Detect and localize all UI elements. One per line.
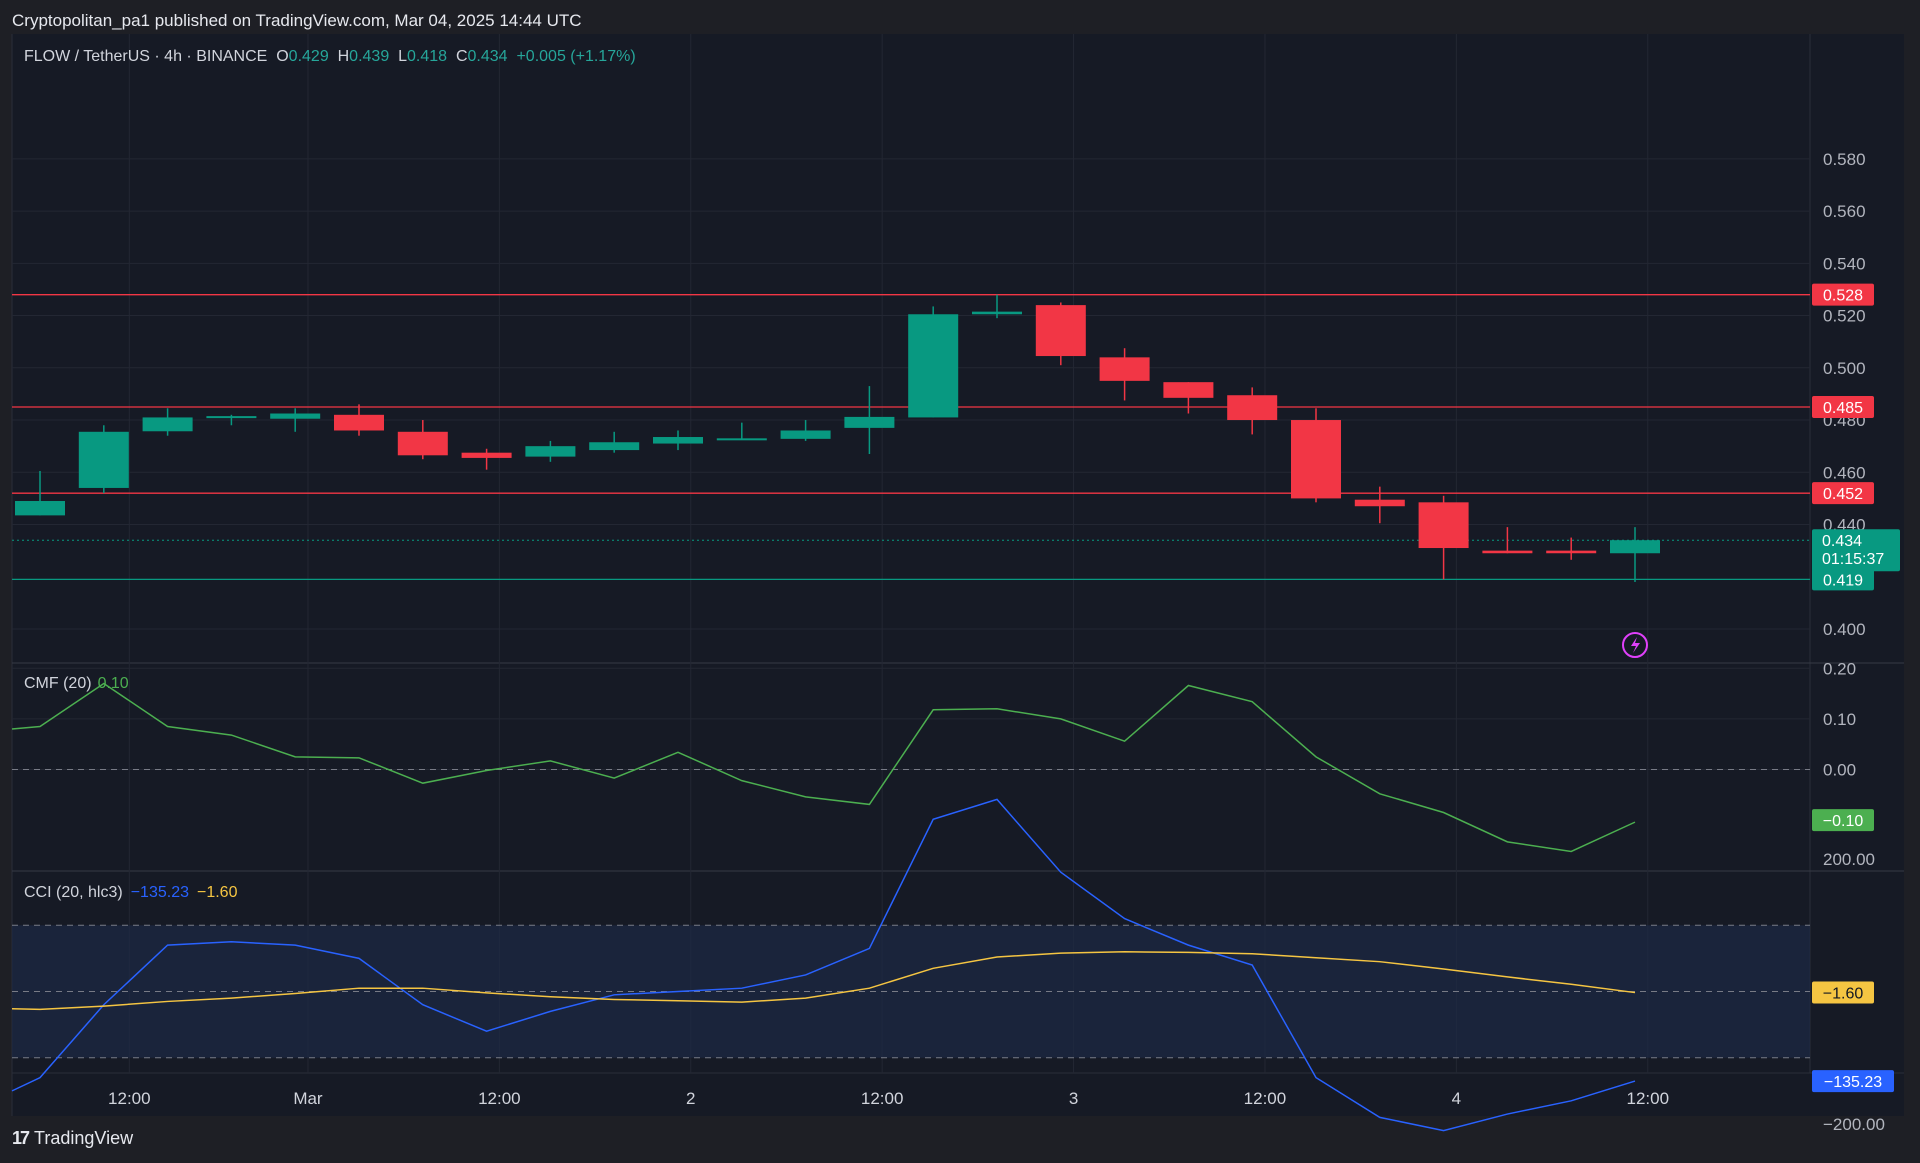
cci-tick-label: 200.00 [1823, 850, 1875, 869]
last-price-badge [1812, 529, 1900, 572]
candle-body [1099, 357, 1150, 381]
cmf-last-value: −0.10 [1823, 813, 1864, 830]
cci-last-badge [1812, 1070, 1894, 1093]
level-label-badge [1812, 283, 1874, 306]
close-label: C [455, 48, 468, 65]
candle-body [1546, 550, 1597, 554]
candle-body [78, 431, 129, 488]
candle-body [206, 416, 257, 419]
candle-body [908, 314, 959, 418]
candle-body [1354, 499, 1405, 507]
cmf-tick-label: 0.00 [1823, 761, 1856, 780]
time-tick-label: 2 [686, 1089, 695, 1108]
time-tick-label: 12:00 [478, 1089, 521, 1108]
cmf-tick-label: 0.20 [1823, 659, 1856, 678]
candle-body [1418, 502, 1469, 549]
price-tick-label: 0.560 [1823, 202, 1866, 221]
cci-last-value: −135.23 [1824, 1074, 1882, 1091]
change-value: +0.005 (+1.17%) [516, 48, 636, 65]
price-tick-label: 0.540 [1823, 254, 1866, 273]
candle-body [844, 416, 895, 428]
cci-ma-value: −1.60 [196, 884, 238, 901]
time-tick-label: 12:00 [108, 1089, 151, 1108]
symbol-label[interactable]: FLOW / TetherUS · 4h · BINANCE [24, 48, 268, 65]
level-label-badge [1812, 568, 1874, 591]
time-tick-label: 3 [1069, 1089, 1078, 1108]
level-label-text: 0.452 [1823, 486, 1863, 503]
cmf-tick-label: 0.10 [1823, 710, 1856, 729]
last-price-value: 0.434 [1822, 533, 1862, 550]
candle-body [397, 431, 448, 456]
cmf-line [11, 682, 1636, 853]
candle-body [15, 501, 65, 516]
cmf-name: CMF (20) [24, 675, 92, 692]
lightning-icon [1622, 632, 1648, 658]
brand-name: TradingView [34, 1128, 134, 1148]
candle-body [1482, 550, 1533, 554]
candle-body [716, 438, 767, 441]
cci-name: CCI (20, hlc3) [24, 884, 123, 901]
price-tick-label: 0.580 [1823, 150, 1866, 169]
close-value: 0.434 [467, 48, 508, 65]
high-value: 0.439 [349, 48, 390, 65]
time-tick-label: 12:00 [1626, 1089, 1669, 1108]
tradingview-brand[interactable]: 17 TradingView [12, 1128, 133, 1149]
low-value: 0.418 [407, 48, 448, 65]
candle-body [972, 311, 1022, 315]
cci-ma-last-value: −1.60 [1823, 986, 1864, 1003]
candle-body [1291, 420, 1341, 499]
candle-body [334, 414, 384, 431]
candle-body [1035, 305, 1086, 357]
candle-body [1163, 382, 1214, 398]
open-label: O [276, 48, 289, 65]
cci-value: −135.23 [130, 884, 189, 901]
level-label-text: 0.419 [1823, 572, 1863, 589]
cmf-legend[interactable]: CMF (20) 0.10 [24, 675, 129, 693]
ohlc-legend: FLOW / TetherUS · 4h · BINANCE O0.429 H0… [24, 48, 636, 66]
cci-ma-last-badge [1812, 981, 1874, 1004]
cci-tick-label: −200.00 [1823, 1115, 1885, 1134]
time-tick-label: Mar [293, 1089, 323, 1108]
cci-ma-line [11, 950, 1636, 1011]
candle-body [1227, 395, 1278, 421]
level-label-badge [1812, 482, 1874, 505]
high-label: H [337, 48, 350, 65]
candle-body [142, 417, 193, 432]
price-tick-label: 0.500 [1823, 359, 1866, 378]
cci-legend[interactable]: CCI (20, hlc3) −135.23 −1.60 [24, 884, 237, 902]
time-tick-label: 12:00 [1244, 1089, 1287, 1108]
candle-body [270, 413, 321, 419]
level-label-text: 0.485 [1823, 400, 1863, 417]
candle-body [653, 437, 703, 444]
price-tick-label: 0.460 [1823, 463, 1866, 482]
level-label-text: 0.528 [1823, 288, 1863, 305]
publisher-line: Cryptopolitan_pa1 published on TradingVi… [12, 11, 582, 30]
candle-body [780, 430, 831, 439]
lightning-icon-bolt [1631, 637, 1640, 653]
cci-line [11, 798, 1636, 1132]
cmf-last-badge [1812, 809, 1874, 832]
candle-body [1610, 540, 1660, 554]
candle-body [589, 442, 640, 451]
time-tick-label: 12:00 [861, 1089, 904, 1108]
bar-countdown: 01:15:37 [1822, 551, 1884, 568]
candle-body [461, 452, 512, 458]
cmf-value: 0.10 [97, 675, 129, 692]
low-label: L [398, 48, 408, 65]
price-tick-label: 0.400 [1823, 620, 1866, 639]
price-tick-label: 0.520 [1823, 307, 1866, 326]
level-label-badge [1812, 395, 1874, 418]
time-tick-label: 4 [1452, 1089, 1461, 1108]
open-value: 0.429 [288, 48, 329, 65]
tradingview-logo-icon: 17 [12, 1128, 30, 1148]
candle-body [525, 446, 576, 457]
